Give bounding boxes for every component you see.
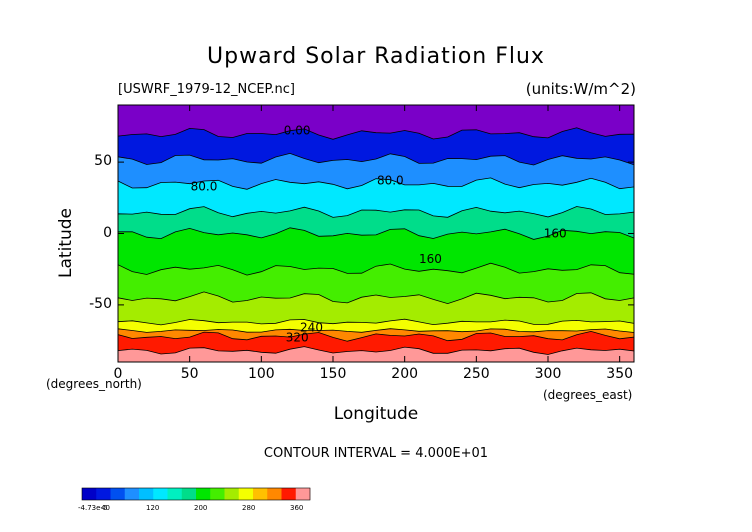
x-tick-label: 350 <box>606 366 634 382</box>
contour-interval-label: CONTOUR INTERVAL = 4.000E+01 <box>263 446 489 461</box>
x-tick-label: 250 <box>462 366 490 382</box>
contour-label: 160 <box>544 227 567 241</box>
colorbar-cell <box>267 488 282 500</box>
x-unit-label: (degrees_east) <box>543 388 633 402</box>
contour-label: 240 <box>300 321 323 335</box>
source-file-label: [USWRF_1979-12_NCEP.nc] <box>118 82 295 97</box>
chart-title: Upward Solar Radiation Flux <box>207 44 545 69</box>
colorbar-label: 120 <box>146 504 160 512</box>
colorbar-cell <box>167 488 183 500</box>
colorbar-cell <box>281 488 297 500</box>
colorbar-cell <box>82 488 97 500</box>
y-tick-label: -50 <box>89 295 112 312</box>
colorbar-cell <box>196 488 211 500</box>
colorbar-cell <box>96 488 111 500</box>
x-axis-label: Longitude <box>333 404 419 424</box>
colorbar-cell <box>253 488 268 500</box>
contour-label: 0.00 <box>284 124 311 138</box>
colorbar-label: 280 <box>242 504 256 512</box>
colorbar-cell <box>110 488 126 500</box>
colorbar-cell <box>139 488 154 500</box>
y-unit-label: (degrees_north) <box>46 377 142 391</box>
colorbar-cell <box>238 488 254 500</box>
x-tick-label: 100 <box>247 366 275 382</box>
contour-label: 80.0 <box>191 179 218 193</box>
contour-label: 160 <box>419 252 442 266</box>
x-tick-label: 200 <box>391 366 419 382</box>
y-tick-label: 0 <box>103 224 112 241</box>
x-tick-label: 150 <box>319 366 347 382</box>
colorbar-label: 360 <box>290 504 304 512</box>
colorbar-cell <box>153 488 168 500</box>
colorbar-label: -4.73e-5 <box>78 504 108 512</box>
units-label: (units:W/m^2) <box>525 80 636 98</box>
colorbar-label: 40 <box>101 504 110 512</box>
y-tick-label: 50 <box>94 153 112 170</box>
colorbar-label: 200 <box>194 504 208 512</box>
contour-label: 320 <box>286 331 309 345</box>
colorbar-cell <box>295 488 311 500</box>
colorbar-cell <box>124 488 140 500</box>
colorbar-frame <box>81 487 311 501</box>
colorbar-cell <box>181 488 197 500</box>
colorbar-cell <box>210 488 225 500</box>
x-tick-label: 50 <box>180 366 199 382</box>
heatmap-band <box>117 346 635 363</box>
colorbar-cell <box>224 488 240 500</box>
x-tick-label: 300 <box>534 366 562 382</box>
contour-label: 80.0 <box>377 174 404 188</box>
x-tick-label: 0 <box>113 366 123 382</box>
